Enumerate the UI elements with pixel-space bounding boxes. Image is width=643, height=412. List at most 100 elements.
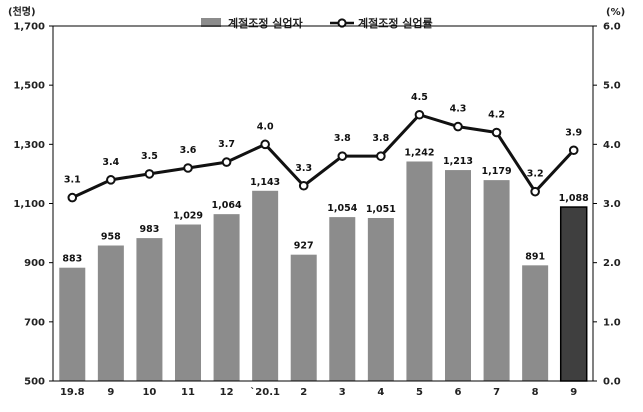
line-value-label: 3.8 <box>334 133 351 144</box>
line-value-label: 3.9 <box>565 127 582 138</box>
bar <box>406 161 433 381</box>
bar <box>290 254 317 381</box>
x-tick-label: 19.8 <box>60 387 85 398</box>
line-point <box>67 192 78 203</box>
right-axis-unit: (%) <box>606 7 625 18</box>
line-point <box>298 180 309 191</box>
line-value-label: 3.7 <box>218 139 235 150</box>
bar-value-label: 1,064 <box>212 200 242 211</box>
bar-value-label: 1,029 <box>173 211 203 222</box>
bar <box>213 214 240 381</box>
line-point <box>221 157 232 167</box>
bar-value-label: 1,143 <box>250 177 280 188</box>
x-tick-label: 6 <box>455 387 462 398</box>
x-tick-label: 12 <box>220 387 234 398</box>
bar-value-label: 1,054 <box>327 203 357 214</box>
line-point <box>414 109 425 120</box>
line-point <box>260 139 270 150</box>
bar-value-label: 891 <box>525 251 545 262</box>
line-point <box>491 127 502 138</box>
bar-series <box>59 161 588 382</box>
left-tick-label: 1,500 <box>13 81 45 92</box>
x-tick-label: 3 <box>339 387 346 398</box>
line-value-label: 4.5 <box>411 92 428 103</box>
line-value-label: 4.0 <box>257 121 274 132</box>
line-value-label: 3.4 <box>102 157 119 168</box>
left-axis: 500 700 900 1,100 1,300 1,500 1,700 <box>13 22 53 388</box>
left-tick-label: 700 <box>24 317 45 328</box>
line-path <box>71 113 575 199</box>
legend-bar-label: 계절조정 실업자 <box>228 16 304 30</box>
line-value-label: 3.5 <box>141 151 158 162</box>
bar <box>136 238 163 381</box>
line-value-label: 4.2 <box>488 110 505 121</box>
right-tick-label: 5.0 <box>603 81 621 92</box>
line-value-label: 3.2 <box>527 169 544 180</box>
bar-value-label: 927 <box>294 241 314 252</box>
bar <box>559 206 588 382</box>
left-tick-label: 900 <box>24 258 45 269</box>
line-point <box>144 169 155 179</box>
bar <box>329 217 356 381</box>
x-tick-label: 2 <box>300 387 307 398</box>
left-tick-label: 500 <box>24 377 45 388</box>
bar-value-label: 1,213 <box>443 156 473 167</box>
line-value-labels: 3.1 3.4 3.5 3.6 3.7 4.0 3.3 3.8 3.8 4.5 4.3 4.2 3.2 3… <box>64 92 582 186</box>
legend-line-label: 계절조정 실업률 <box>358 16 433 30</box>
right-axis: 0.0 1.0 2.0 3.0 4.0 5.0 6.0 <box>593 22 621 388</box>
x-axis: 19.8 9 10 11 12 `20.1 2 3 4 5 6 7 8 9 <box>60 386 577 398</box>
right-tick-label: 0.0 <box>603 377 621 388</box>
bar <box>59 267 86 381</box>
x-tick-label: 9 <box>570 387 577 398</box>
right-tick-label: 3.0 <box>603 199 621 210</box>
bar-value-label: 958 <box>101 232 121 243</box>
left-tick-label: 1,700 <box>13 22 45 33</box>
x-tick-label: 5 <box>416 387 423 398</box>
line-point <box>337 151 348 161</box>
line-value-label: 3.6 <box>180 145 197 156</box>
legend: 계절조정 실업자 계절조정 실업률 <box>201 16 433 30</box>
bar-value-label: 1,088 <box>559 193 589 204</box>
bar <box>483 180 510 381</box>
plot-frame <box>52 25 594 382</box>
left-axis-unit: (천명) <box>8 5 36 18</box>
right-tick-label: 6.0 <box>603 22 621 33</box>
left-tick-label: 1,100 <box>13 199 45 210</box>
right-tick-label: 2.0 <box>603 258 621 269</box>
bar-value-label: 1,242 <box>404 147 434 158</box>
x-tick-label: `20.1 <box>250 386 280 398</box>
line-point <box>183 163 193 173</box>
line-point <box>568 145 579 156</box>
bar <box>445 170 471 381</box>
line-point <box>376 151 386 161</box>
bar <box>97 245 124 381</box>
x-tick-label: 11 <box>181 387 195 398</box>
bar <box>175 224 201 381</box>
line-point <box>453 121 463 132</box>
right-tick-label: 4.0 <box>603 140 621 151</box>
line-value-label: 3.8 <box>372 133 389 144</box>
bar <box>367 217 394 381</box>
right-tick-label: 1.0 <box>603 317 621 328</box>
bar-value-labels: 883 958 983 1,029 1,064 1,143 927 1,054 1,051 1,2… <box>62 147 589 264</box>
line-point <box>106 175 116 185</box>
plot-border <box>52 25 594 382</box>
bar <box>252 190 279 381</box>
bar-value-label: 983 <box>140 224 160 235</box>
legend-bar-swatch <box>201 18 221 27</box>
x-tick-label: 10 <box>142 387 156 398</box>
x-tick-label: 9 <box>107 387 114 398</box>
line-value-label: 3.3 <box>295 163 312 174</box>
bar-value-label: 1,179 <box>482 166 512 177</box>
x-tick-label: 8 <box>532 387 539 398</box>
line-value-label: 4.3 <box>450 104 467 115</box>
line-series <box>67 109 579 203</box>
left-tick-label: 1,300 <box>13 140 45 151</box>
line-value-label: 3.1 <box>64 175 81 186</box>
x-tick-label: 7 <box>493 387 500 398</box>
bar-value-label: 883 <box>62 254 82 265</box>
x-tick-label: 4 <box>377 387 384 398</box>
legend-line-marker <box>337 18 347 28</box>
bar-value-label: 1,051 <box>366 204 396 215</box>
